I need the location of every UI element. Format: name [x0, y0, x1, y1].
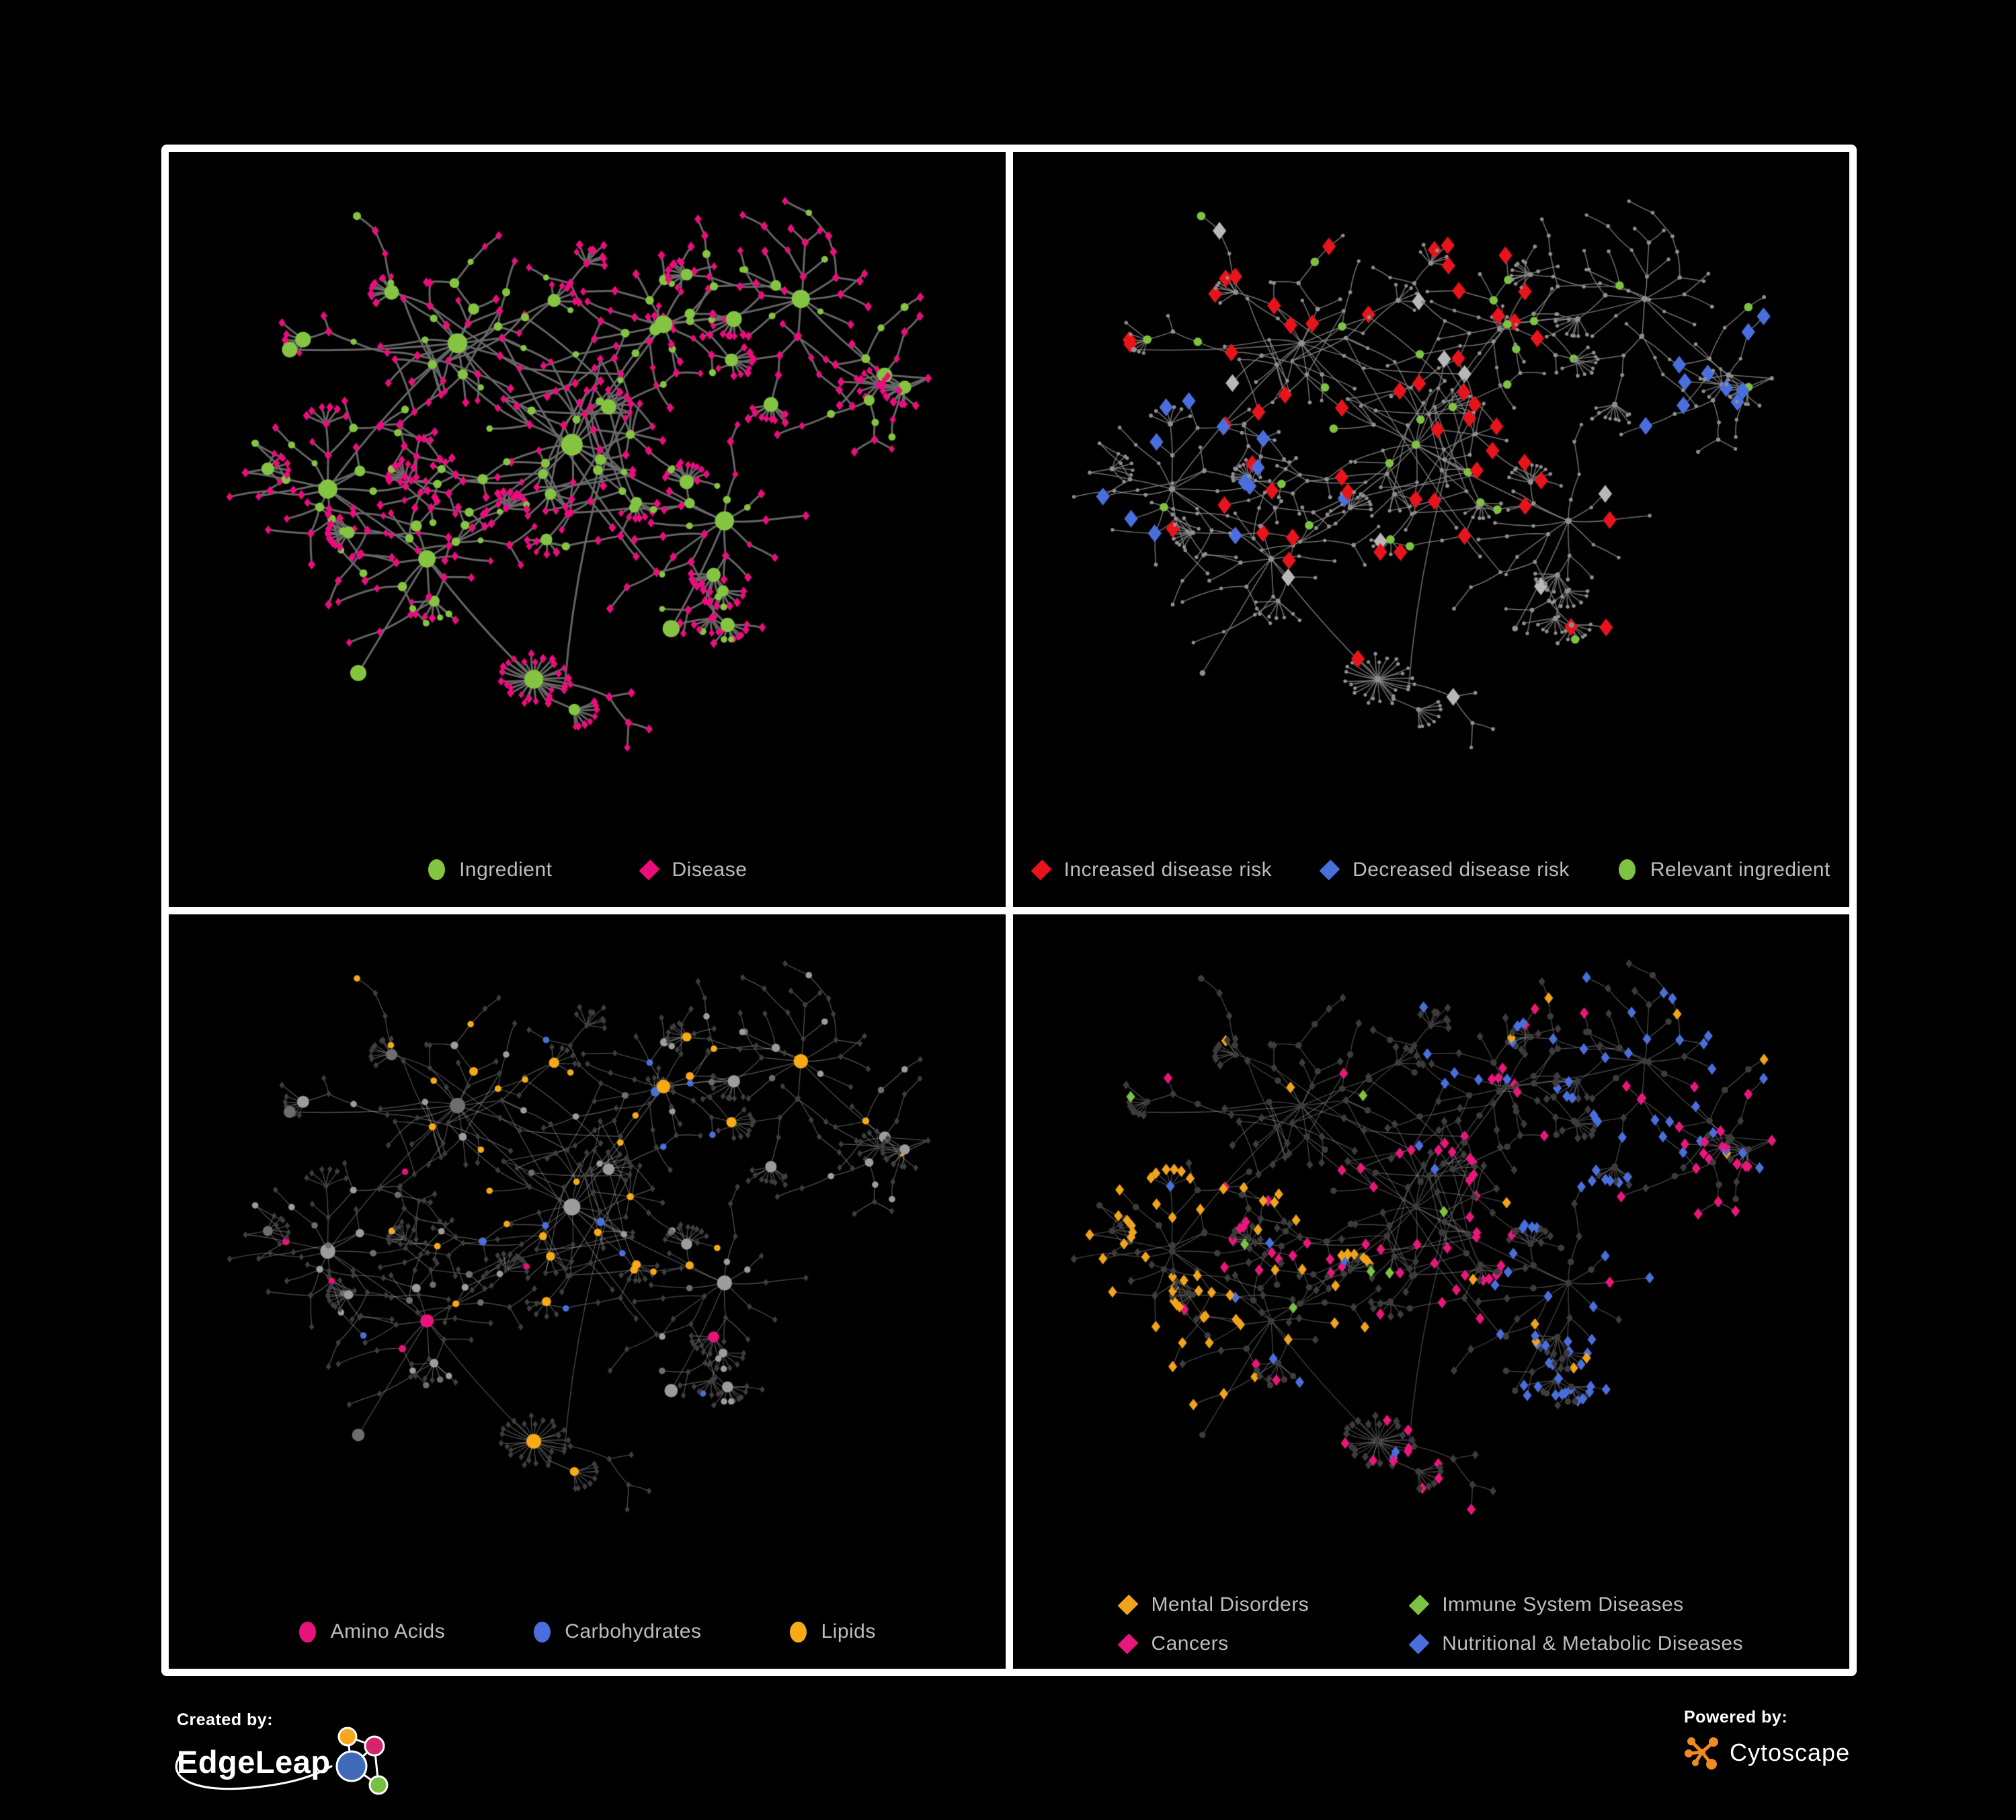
cytoscape-logo: Cytoscape	[1684, 1733, 1850, 1773]
disease-class-network-canvas	[1012, 914, 1849, 1669]
panel-disease-class: Mental Disorders Immune System Diseases Ca…	[1012, 914, 1850, 1669]
cytoscape-glyph-icon	[1685, 1737, 1718, 1770]
diamond-swatch-icon	[1031, 859, 1052, 881]
legend-label: Lipids	[821, 1620, 876, 1643]
diamond-swatch-icon	[1408, 1632, 1430, 1655]
legend-label: Decreased disease risk	[1353, 858, 1570, 881]
legend-label: Carbohydrates	[565, 1620, 702, 1643]
diamond-swatch-icon	[1118, 1593, 1139, 1616]
circle-swatch-icon	[427, 859, 446, 881]
edgeleap-network-glyph-icon	[335, 1727, 389, 1795]
edgeleap-wordmark: EdgeLeap	[177, 1744, 331, 1780]
legend-item-amino-acids: Amino Acids	[298, 1620, 446, 1643]
legend-label: Relevant ingredient	[1650, 858, 1830, 881]
legend-item-decreased-disease-risk: Decreased disease risk	[1319, 858, 1570, 881]
legend-label: Nutritional & Metabolic Diseases	[1442, 1632, 1744, 1655]
legend-item-immune-system-diseases: Immune System Diseases	[1408, 1593, 1743, 1616]
legend-item-relevant-ingredient: Relevant ingredient	[1618, 859, 1830, 881]
powered-by-block: Powered by: Cytosc	[1684, 1708, 1850, 1773]
legend-item-increased-disease-risk: Increased disease risk	[1031, 858, 1273, 881]
ingredient-disease-network-canvas	[169, 152, 1006, 907]
circle-swatch-icon	[298, 1620, 317, 1643]
edgeleap-logo: EdgeLeap	[175, 1727, 392, 1795]
created-by-block: Created by: EdgeLeap	[175, 1710, 392, 1795]
circle-swatch-icon	[789, 1620, 807, 1643]
legend-label: Disease	[672, 858, 748, 881]
circle-swatch-icon	[532, 1620, 551, 1643]
legend-item-disease: Disease	[639, 858, 748, 881]
panel-disease-risk: Increased disease risk Decreased disease …	[1012, 152, 1850, 907]
legend-label: Cancers	[1151, 1632, 1229, 1655]
diamond-swatch-icon	[639, 859, 659, 881]
legend-label: Immune System Diseases	[1442, 1593, 1684, 1616]
legend-label: Amino Acids	[330, 1620, 446, 1643]
ingredient-disease-legend: Ingredient Disease	[169, 859, 1006, 881]
legend-label: Mental Disorders	[1151, 1593, 1309, 1616]
created-by-label: Created by:	[177, 1710, 274, 1729]
legend-label: Increased disease risk	[1063, 858, 1273, 881]
circle-swatch-icon	[1618, 859, 1637, 881]
legend-item-cancers: Cancers	[1118, 1632, 1309, 1655]
legend-item-lipids: Lipids	[789, 1620, 875, 1643]
nutrient-class-network-canvas	[169, 914, 1006, 1669]
panel-nutrient-class: Amino Acids Carbohydrates Lipids	[169, 914, 1006, 1669]
diamond-swatch-icon	[1319, 859, 1340, 881]
legend-item-ingredient: Ingredient	[427, 859, 552, 881]
legend-item-nutritional-metabolic-diseases: Nutritional & Metabolic Diseases	[1408, 1632, 1744, 1655]
disease-class-legend: Mental Disorders Immune System Diseases Ca…	[1013, 1593, 1850, 1655]
legend-item-mental-disorders: Mental Disorders	[1118, 1593, 1309, 1616]
panel-ingredient-disease: Ingredient Disease	[169, 152, 1006, 907]
nutrient-class-legend: Amino Acids Carbohydrates Lipids	[169, 1620, 1006, 1643]
powered-by-label: Powered by:	[1684, 1708, 1788, 1727]
diamond-swatch-icon	[1118, 1632, 1139, 1655]
panel-grid: Ingredient Disease Increased disease risk…	[161, 145, 1857, 1676]
legend-label: Ingredient	[459, 858, 553, 881]
cytoscape-wordmark: Cytoscape	[1730, 1739, 1851, 1766]
edgeleap-swoosh	[175, 1755, 333, 1790]
disease-risk-legend: Increased disease risk Decreased disease …	[1013, 859, 1850, 881]
diamond-swatch-icon	[1408, 1593, 1430, 1616]
legend-item-carbohydrates: Carbohydrates	[532, 1620, 701, 1643]
disease-risk-network-canvas	[1012, 152, 1849, 907]
